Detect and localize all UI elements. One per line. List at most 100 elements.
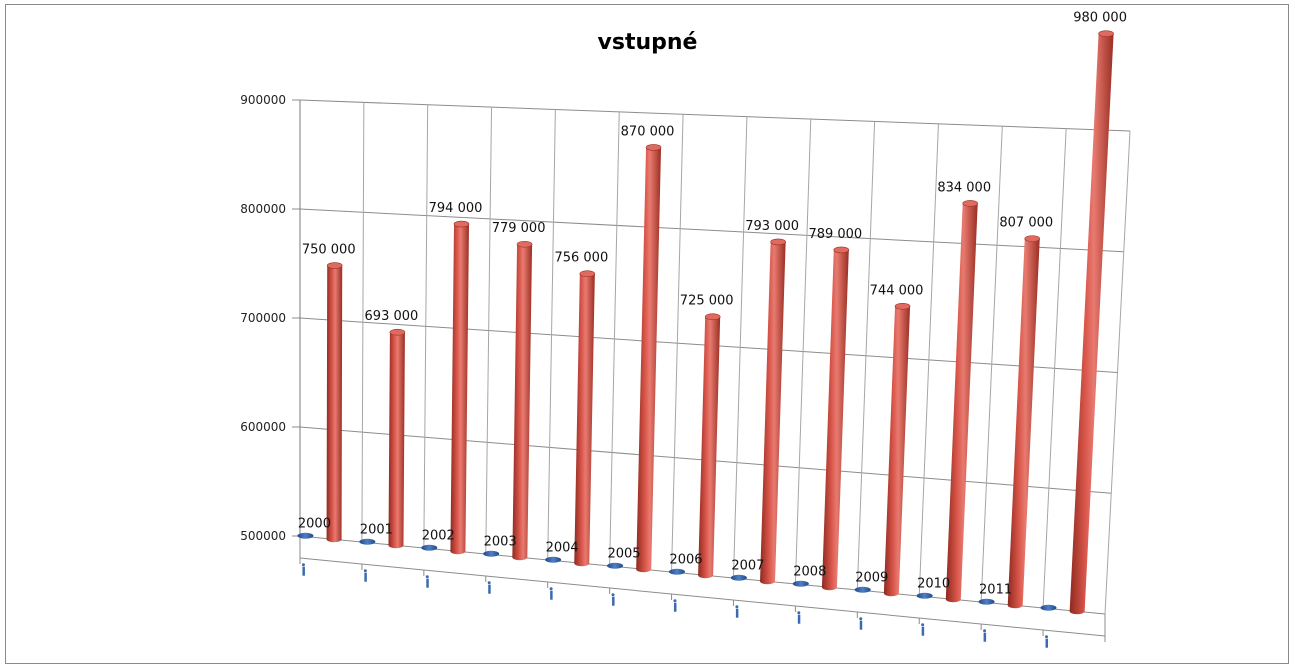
bar-2001 xyxy=(388,332,405,549)
bar-top xyxy=(516,240,533,248)
labels-layer: 750 000 2000 693 000 2001 794 000 2002 779 000… xyxy=(298,11,1127,598)
gridline-v xyxy=(609,111,620,567)
bar-series-2-disc xyxy=(297,532,314,539)
category-marker xyxy=(1045,638,1049,648)
data-label: 834 000 xyxy=(937,180,991,195)
data-label: 980 000 xyxy=(1073,11,1127,26)
category-marker xyxy=(983,632,987,642)
category-marker-dot xyxy=(921,623,925,627)
category-label: 2000 xyxy=(298,517,331,532)
gridline-h xyxy=(299,99,1131,132)
category-marker xyxy=(673,602,677,612)
category-marker xyxy=(426,578,429,588)
category-marker-dot xyxy=(363,569,367,573)
data-label: 794 000 xyxy=(429,201,483,216)
category-label: 2009 xyxy=(855,571,888,586)
gridline-v xyxy=(856,121,876,591)
category-label: 2002 xyxy=(422,529,455,544)
bar-series-2-disc xyxy=(668,568,685,575)
category-label: 2011 xyxy=(979,583,1012,598)
category-marker xyxy=(612,596,615,606)
bar-2002 xyxy=(450,224,470,555)
data-label: 725 000 xyxy=(680,294,734,309)
bar-2007 xyxy=(760,241,786,585)
y-tick-label: 900000 xyxy=(240,93,286,107)
category-label: 2010 xyxy=(917,577,950,592)
bar-2004 xyxy=(574,273,595,567)
bar-series-2-disc xyxy=(545,556,562,563)
category-label: 2005 xyxy=(607,547,640,562)
category-marker-dot xyxy=(983,629,987,633)
data-label: 789 000 xyxy=(808,227,862,242)
category-label: 2008 xyxy=(793,565,826,580)
bar-2011 xyxy=(1007,238,1040,609)
category-marker-dot xyxy=(611,593,615,597)
y-axis: 500000 600000 700000 800000 900000 xyxy=(240,93,1106,642)
category-marker-dot xyxy=(301,563,305,567)
bar-top xyxy=(645,144,662,151)
x-axis-line xyxy=(299,557,1106,637)
bar-2006 xyxy=(698,316,721,579)
category-label: 2003 xyxy=(484,535,517,550)
bar-series-2-disc xyxy=(730,574,747,581)
data-label: 779 000 xyxy=(492,221,546,236)
bar-2000 xyxy=(326,265,343,543)
data-label: 870 000 xyxy=(621,124,675,139)
bar-series-2-disc xyxy=(607,562,624,569)
bar-2010 xyxy=(945,203,978,603)
bar-2005 xyxy=(636,147,662,573)
gridline-v xyxy=(423,104,429,549)
category-label: 2007 xyxy=(731,559,764,574)
data-label: 750 000 xyxy=(302,243,356,258)
category-marker-dot xyxy=(1045,635,1049,639)
gridline-v xyxy=(980,126,1003,603)
data-label: 793 000 xyxy=(745,219,799,234)
category-marker-dot xyxy=(797,611,801,615)
data-label: 744 000 xyxy=(870,283,924,298)
category-marker-dot xyxy=(859,617,863,621)
bar-series-2-disc xyxy=(978,598,995,605)
gridline-v xyxy=(918,123,939,597)
bar-top xyxy=(770,238,786,246)
y-tick-label: 800000 xyxy=(240,202,286,216)
gridline-h xyxy=(299,208,1124,253)
gridline-v xyxy=(794,119,812,585)
bar-top xyxy=(389,328,406,336)
bar-last xyxy=(1069,33,1114,615)
bar-top xyxy=(894,302,911,310)
category-marker-dot xyxy=(425,575,429,579)
bar-top xyxy=(962,200,979,207)
gridline-v xyxy=(732,116,748,579)
data-label: 756 000 xyxy=(554,251,608,266)
category-label: 2001 xyxy=(360,523,393,538)
gridline-v xyxy=(1042,128,1067,609)
category-marker xyxy=(921,626,925,636)
y-tick-label: 600000 xyxy=(240,420,286,434)
category-marker xyxy=(302,566,305,576)
data-label: 693 000 xyxy=(365,309,419,324)
category-marker xyxy=(550,590,553,600)
y-tick-label: 700000 xyxy=(240,311,286,325)
bar-top xyxy=(1024,235,1041,242)
bar-series-2-disc xyxy=(359,538,376,545)
category-label: 2004 xyxy=(546,541,579,556)
bar-series-2-disc xyxy=(483,550,500,557)
category-marker xyxy=(488,584,491,594)
bar-top xyxy=(326,262,343,269)
category-marker-dot xyxy=(487,581,491,585)
category-marker-dot xyxy=(549,587,553,591)
gridline-v xyxy=(1104,130,1131,615)
bar-top xyxy=(1098,30,1114,37)
category-marker xyxy=(364,572,367,582)
bar-series-2-disc xyxy=(916,592,933,599)
gridline-v xyxy=(671,114,684,573)
data-label: 807 000 xyxy=(999,216,1053,231)
gridline-v xyxy=(547,109,556,561)
bar-top xyxy=(453,220,470,228)
category-marker xyxy=(735,608,739,618)
chart-title: vstupné xyxy=(597,30,698,55)
bar-2003 xyxy=(512,244,533,561)
bar-series-2-disc xyxy=(792,580,809,587)
gridline-v xyxy=(361,102,365,543)
